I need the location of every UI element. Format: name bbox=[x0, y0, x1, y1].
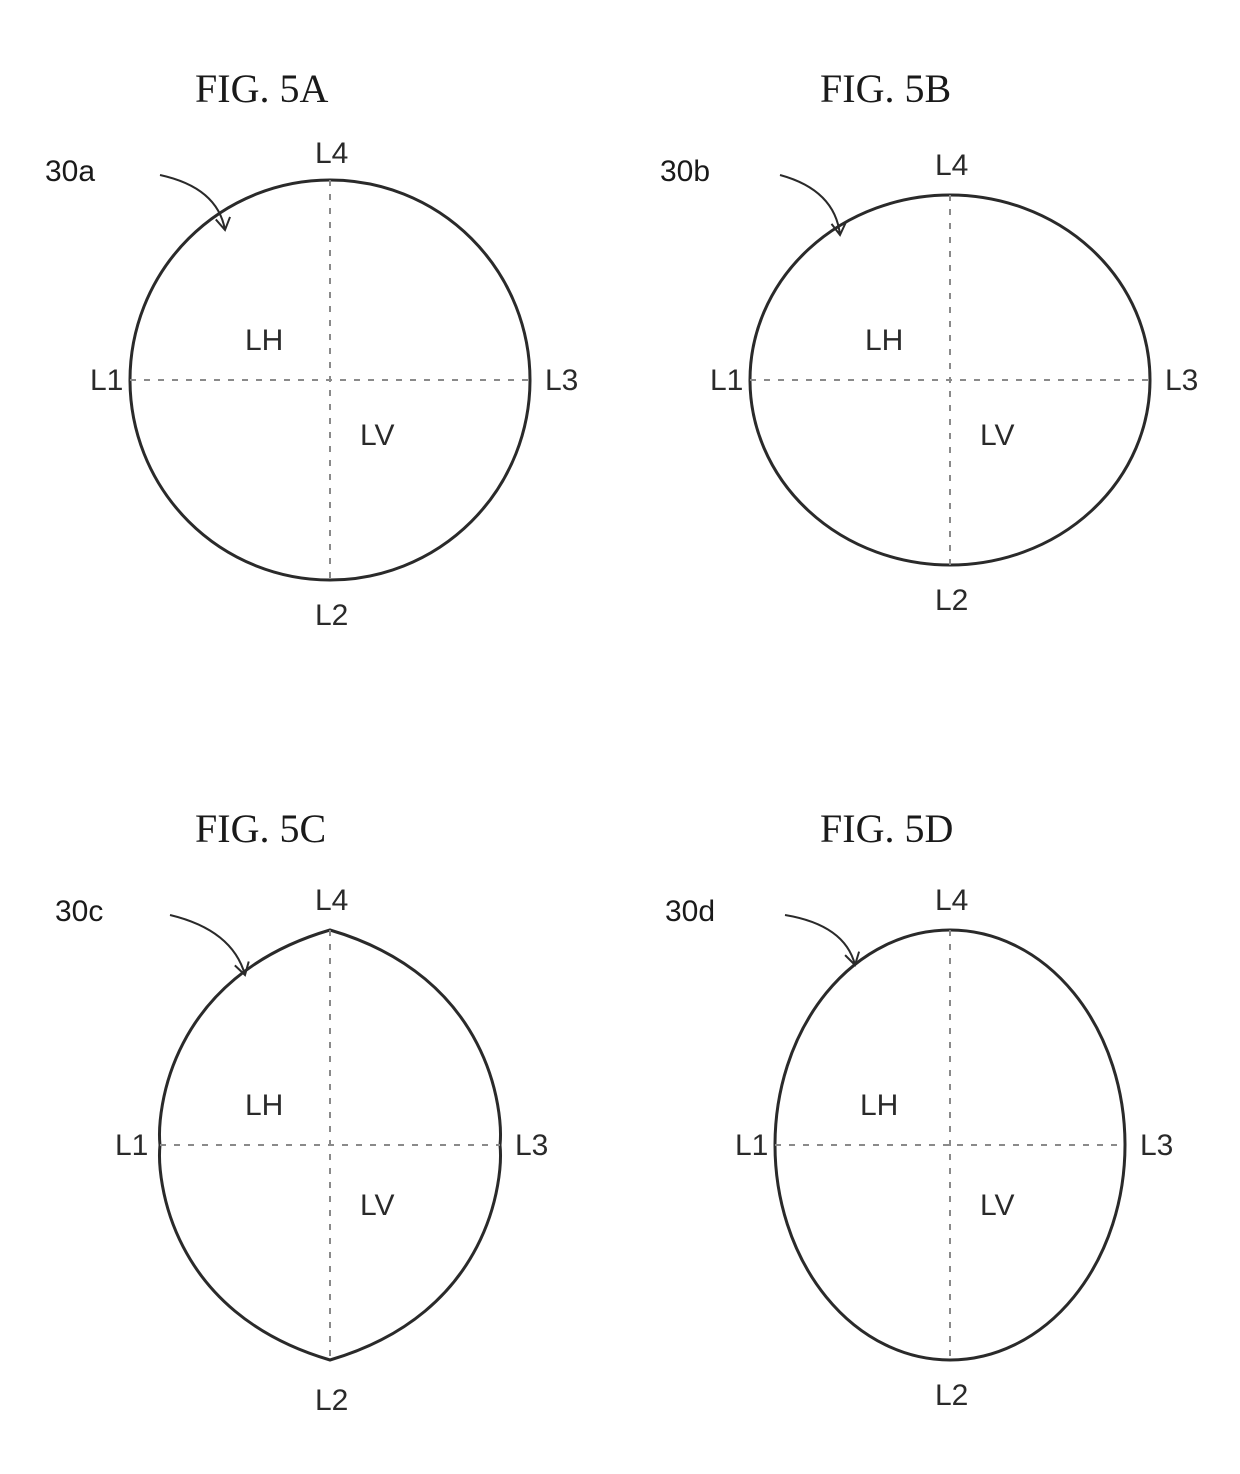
leader-arrow-a bbox=[160, 175, 230, 230]
diagram-c: LH LV L1 L2 L3 L4 bbox=[60, 865, 600, 1425]
label-L4-d: L4 bbox=[935, 884, 968, 917]
label-L3-b: L3 bbox=[1165, 364, 1198, 397]
label-L4-b: L4 bbox=[935, 149, 968, 182]
figure-title-b: FIG. 5B bbox=[820, 65, 951, 112]
leader-arrow-d bbox=[785, 915, 859, 965]
figure-title-c: FIG. 5C bbox=[195, 805, 326, 852]
label-LH-d: LH bbox=[860, 1089, 898, 1122]
figure-title-d: FIG. 5D bbox=[820, 805, 953, 852]
diagram-a: LH LV L1 L2 L3 L4 bbox=[60, 125, 600, 635]
label-L2-b: L2 bbox=[935, 584, 968, 617]
label-L2-a: L2 bbox=[315, 599, 348, 632]
label-LH-c: LH bbox=[245, 1089, 283, 1122]
label-LV-b: LV bbox=[980, 419, 1014, 452]
label-L1-c: L1 bbox=[115, 1129, 148, 1162]
label-L3-a: L3 bbox=[545, 364, 578, 397]
label-L4-c: L4 bbox=[315, 884, 348, 917]
leader-arrow-b bbox=[780, 175, 846, 235]
label-L3-d: L3 bbox=[1140, 1129, 1173, 1162]
label-L2-d: L2 bbox=[935, 1379, 968, 1412]
crosshair-b bbox=[750, 195, 1150, 565]
label-LH-a: LH bbox=[245, 324, 283, 357]
label-L1-d: L1 bbox=[735, 1129, 768, 1162]
leader-arrow-c bbox=[170, 915, 249, 975]
label-LV-c: LV bbox=[360, 1189, 394, 1222]
diagram-d: LH LV L1 L2 L3 L4 bbox=[680, 865, 1220, 1425]
label-L1-a: L1 bbox=[90, 364, 123, 397]
label-L3-c: L3 bbox=[515, 1129, 548, 1162]
label-LV-a: LV bbox=[360, 419, 394, 452]
label-L1-b: L1 bbox=[710, 364, 743, 397]
label-LV-d: LV bbox=[980, 1189, 1014, 1222]
label-L4-a: L4 bbox=[315, 137, 348, 170]
label-LH-b: LH bbox=[865, 324, 903, 357]
crosshair-a bbox=[130, 180, 530, 580]
crosshair-c bbox=[160, 930, 500, 1360]
figure-page: FIG. 5A 30a LH LV L1 L2 L3 L4 FIG. 5B 30… bbox=[0, 0, 1240, 1474]
figure-title-a: FIG. 5A bbox=[195, 65, 328, 112]
crosshair-d bbox=[775, 930, 1125, 1360]
label-L2-c: L2 bbox=[315, 1384, 348, 1417]
diagram-b: LH LV L1 L2 L3 L4 bbox=[680, 125, 1220, 635]
